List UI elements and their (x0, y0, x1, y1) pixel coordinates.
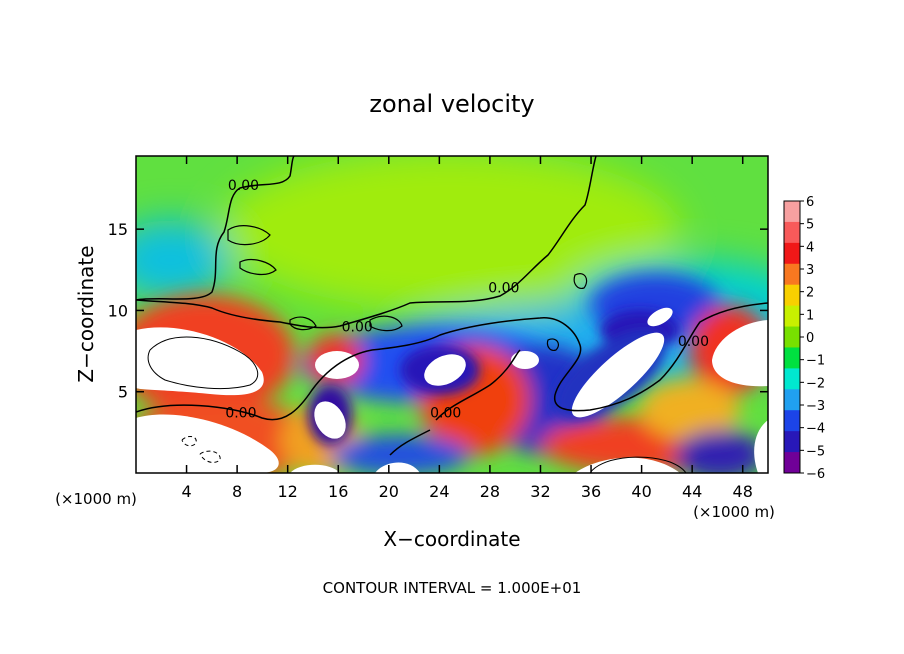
x-tick-label: 32 (530, 482, 550, 501)
contour-islands (227, 225, 588, 351)
field-bottom-orange (640, 380, 740, 440)
colorbar-swatch (784, 263, 800, 286)
y-axis: 5 10 15 (108, 220, 768, 402)
x-tick-label: 44 (682, 482, 702, 501)
colorbar-label: 6 (806, 195, 814, 210)
colorbar-swatch (784, 389, 800, 411)
white-blob-left2 (314, 401, 346, 439)
colorbar-label: −4 (806, 422, 825, 437)
field-upper-left-cyan (136, 220, 230, 300)
colorbar-label: −3 (806, 399, 825, 414)
colorbar-label: 1 (806, 308, 814, 323)
x-unit-right: (×1000 m) (693, 503, 775, 521)
field-lower-blue (330, 435, 470, 473)
colorbar-label: 5 (806, 218, 814, 233)
contour-zero-mid (136, 302, 768, 421)
x-tick-label: 4 (181, 482, 191, 501)
contour-label: 0.00 (342, 320, 373, 336)
white-right-edge (712, 320, 768, 387)
contour-label: 0.00 (678, 334, 709, 350)
heatmap-field (136, 156, 768, 473)
saturated-regions (136, 307, 768, 473)
x-tick-label: 20 (379, 482, 399, 501)
contour-zero-upper (136, 156, 597, 329)
x-tick-label: 24 (429, 482, 449, 501)
colorbar-label: 4 (806, 240, 814, 255)
colorbar-swatch (784, 221, 800, 244)
chart-title: zonal velocity (369, 90, 534, 118)
colorbar-label: 3 (806, 263, 814, 278)
white-bottom-20 (375, 462, 420, 473)
colorbar-label: 0 (806, 331, 814, 346)
colorbar-swatch (784, 284, 800, 307)
colorbar-label: 2 (806, 286, 814, 301)
field-upper-green (220, 156, 680, 310)
x-unit-left: (×1000 m) (55, 490, 137, 508)
white-left-upper (136, 327, 264, 396)
contour-dashed-2 (199, 450, 221, 463)
colorbar-swatch (784, 242, 800, 265)
contour-zero-lower (389, 349, 521, 456)
contour-labels: 0.00 0.00 0.00 0.00 0.00 0.00 (225, 178, 709, 422)
colorbar-swatch (784, 326, 800, 348)
x-tick-label: 12 (278, 482, 298, 501)
contour-label: 0.00 (228, 178, 259, 194)
y-tick-label: 10 (108, 301, 128, 320)
y-tick-label: 15 (108, 220, 128, 239)
x-tick-label: 16 (328, 482, 348, 501)
contour-dashed-1 (181, 435, 197, 447)
x-tick-label: 28 (480, 482, 500, 501)
contour-lines (136, 156, 768, 473)
white-blob-mid (424, 354, 466, 386)
field-low-purple (675, 430, 765, 473)
colorbar-swatch (784, 201, 800, 223)
colorbar-swatch (784, 431, 800, 453)
x-tick-label: 8 (232, 482, 242, 501)
contour-interval-label: CONTOUR INTERVAL = 1.000E+01 (323, 579, 582, 597)
white-bottom-mid (575, 457, 680, 473)
white-blob-right (571, 332, 665, 418)
x-axis-label: X−coordinate (383, 527, 520, 551)
contour-label: 0.00 (430, 406, 461, 422)
white-right-bottom (754, 420, 768, 473)
colorbar-swatch (784, 452, 800, 474)
white-blob-center (511, 351, 539, 369)
colorbar-label: −5 (806, 444, 825, 459)
y-axis-label: Z−coordinate (74, 245, 98, 382)
white-left-lower (136, 414, 279, 473)
plot-frame (135, 155, 769, 474)
colorbar: 6 5 4 3 2 1 0 −1 −2 −3 −4 −5 −6 (783, 195, 825, 482)
x-tick-label: 48 (733, 482, 753, 501)
white-bottom-16 (290, 464, 340, 473)
colorbar-label: −6 (806, 467, 825, 482)
y-tick-label: 5 (118, 383, 128, 402)
colorbar-swatch (784, 347, 800, 369)
contour-thin-bottom (589, 456, 687, 473)
x-tick-label: 36 (581, 482, 601, 501)
contour-label: 0.00 (225, 406, 256, 422)
contour-label: 0.00 (488, 281, 519, 297)
colorbar-swatch (784, 410, 800, 432)
colorbar-label: −2 (806, 376, 825, 391)
x-axis: 4 8 12 16 20 24 28 32 36 40 44 48 (181, 156, 753, 501)
white-blob-upper-right (647, 307, 673, 327)
x-tick-label: 40 (631, 482, 651, 501)
colorbar-label: −1 (806, 354, 825, 369)
colorbar-swatch (784, 305, 800, 328)
colorbar-swatch (784, 368, 800, 390)
contour-thin-left (147, 336, 259, 390)
